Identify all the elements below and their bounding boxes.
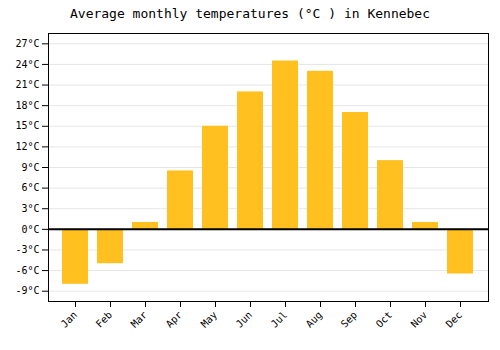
svg-text:Dec: Dec — [444, 309, 465, 330]
svg-text:27°C: 27°C — [15, 38, 39, 49]
svg-text:21°C: 21°C — [15, 79, 39, 90]
svg-text:Jun: Jun — [234, 309, 255, 330]
svg-text:Nov: Nov — [409, 309, 430, 330]
svg-text:-9°C: -9°C — [15, 285, 39, 296]
svg-text:9°C: 9°C — [21, 162, 39, 173]
svg-text:-3°C: -3°C — [15, 244, 39, 255]
svg-text:May: May — [199, 309, 220, 330]
svg-text:Aug: Aug — [304, 309, 325, 330]
svg-text:15°C: 15°C — [15, 120, 39, 131]
svg-text:Sep: Sep — [339, 309, 360, 330]
svg-text:Oct: Oct — [374, 309, 395, 330]
svg-text:24°C: 24°C — [15, 59, 39, 70]
svg-text:6°C: 6°C — [21, 182, 39, 193]
svg-text:Feb: Feb — [94, 309, 115, 330]
svg-text:-6°C: -6°C — [15, 265, 39, 276]
html-text:Average monthly temperatures (: Average monthly temperatures (°C ) in Ke… — [70, 6, 430, 21]
svg-text:3°C: 3°C — [21, 203, 39, 214]
svg-text:Jul: Jul — [269, 309, 290, 330]
svg-text:Jan: Jan — [59, 309, 80, 330]
svg-text:Apr: Apr — [164, 309, 185, 330]
svg-text:12°C: 12°C — [15, 141, 39, 152]
svg-text:Mar: Mar — [129, 309, 150, 330]
svg-text:18°C: 18°C — [15, 100, 39, 111]
svg-text:0°C: 0°C — [21, 224, 39, 235]
